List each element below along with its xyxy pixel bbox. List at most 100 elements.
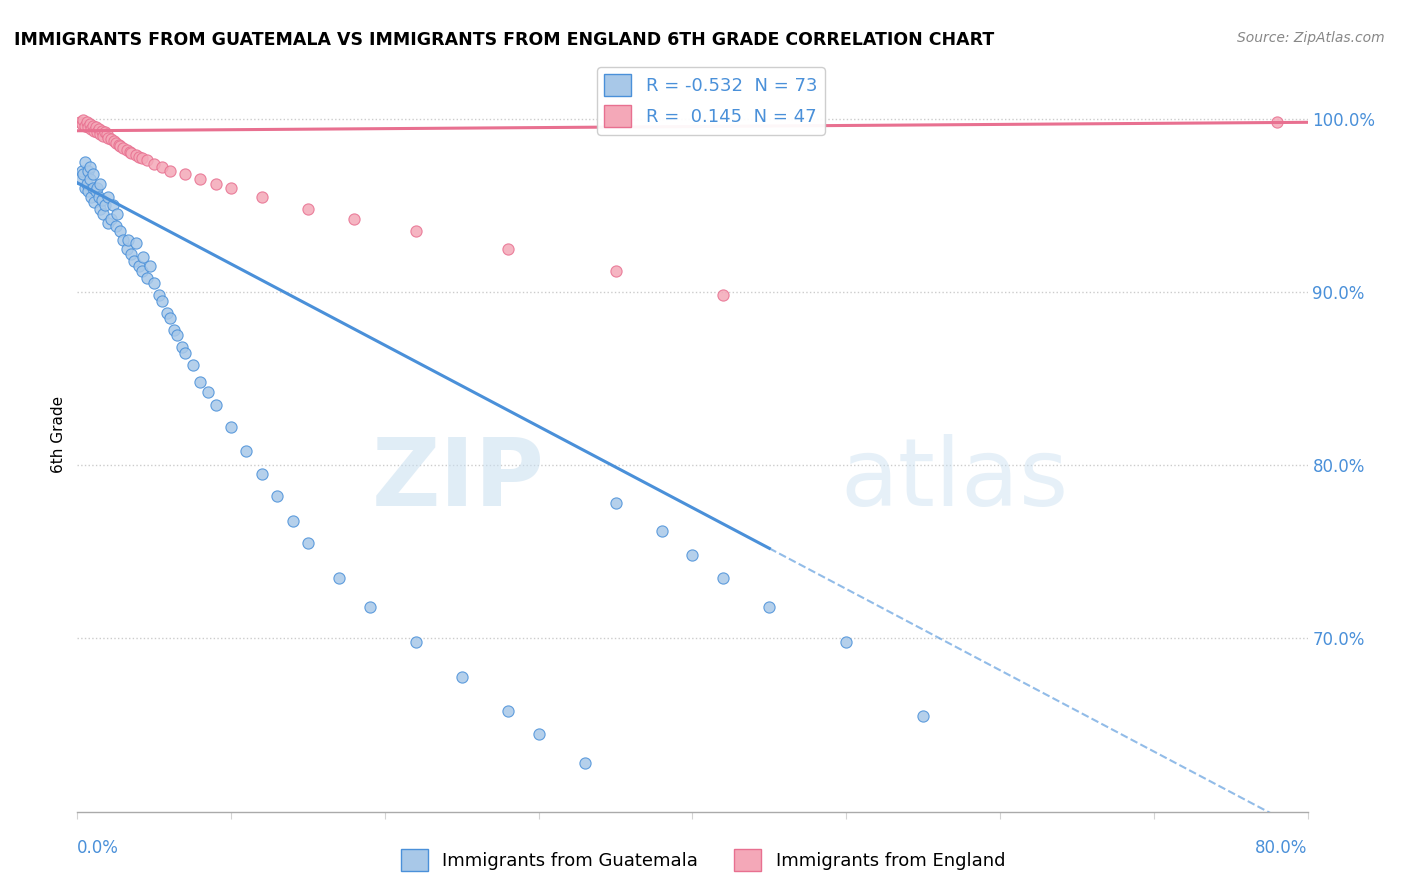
Point <box>188 375 212 389</box>
Point <box>84 120 107 135</box>
Point <box>69 115 91 129</box>
Point <box>128 259 150 273</box>
Point <box>297 536 319 550</box>
Point <box>83 194 105 209</box>
Point <box>651 524 673 538</box>
Text: 0.0%: 0.0% <box>77 839 120 857</box>
Legend: R = -0.532  N = 73, R =  0.145  N = 47: R = -0.532 N = 73, R = 0.145 N = 47 <box>598 67 825 135</box>
Point <box>72 113 94 128</box>
Point <box>250 467 273 481</box>
Point <box>97 189 120 203</box>
Point <box>758 600 780 615</box>
Point <box>80 189 103 203</box>
Point <box>711 571 734 585</box>
Point <box>86 181 108 195</box>
Text: atlas: atlas <box>841 434 1069 526</box>
Point <box>132 250 155 264</box>
Point <box>174 345 197 359</box>
Point <box>138 259 160 273</box>
Point <box>163 323 186 337</box>
Point <box>204 398 226 412</box>
Point <box>128 150 150 164</box>
Point <box>527 727 550 741</box>
Point <box>87 189 110 203</box>
Point <box>115 143 138 157</box>
Point <box>87 122 110 136</box>
Point <box>912 709 935 723</box>
Point <box>100 132 122 146</box>
Point <box>83 124 105 138</box>
Legend: Immigrants from Guatemala, Immigrants from England: Immigrants from Guatemala, Immigrants fr… <box>394 842 1012 879</box>
Point <box>343 212 366 227</box>
Point <box>281 514 304 528</box>
Point <box>188 172 212 186</box>
Point <box>496 242 519 256</box>
Point <box>1265 115 1288 129</box>
Point <box>110 139 132 153</box>
Point <box>711 288 734 302</box>
Text: Source: ZipAtlas.com: Source: ZipAtlas.com <box>1237 31 1385 45</box>
Point <box>79 172 101 186</box>
Point <box>605 264 627 278</box>
Point <box>112 141 135 155</box>
Point <box>174 167 197 181</box>
Point <box>204 178 226 192</box>
Point <box>170 340 193 354</box>
Point <box>496 704 519 718</box>
Point <box>605 496 627 510</box>
Point <box>181 358 204 372</box>
Point <box>73 119 96 133</box>
Point <box>117 233 139 247</box>
Point <box>96 127 118 141</box>
Point <box>89 127 111 141</box>
Point <box>197 385 219 400</box>
Point <box>359 600 381 615</box>
Point <box>150 293 173 308</box>
Text: 80.0%: 80.0% <box>1256 839 1308 857</box>
Point <box>93 128 115 143</box>
Point <box>73 155 96 169</box>
Point <box>89 178 111 192</box>
Point <box>90 193 114 207</box>
Point <box>110 224 132 238</box>
Point <box>101 198 124 212</box>
Point <box>148 288 170 302</box>
Point <box>115 242 138 256</box>
Point <box>104 136 127 150</box>
Point <box>69 172 91 186</box>
Point <box>135 271 157 285</box>
Point <box>120 146 142 161</box>
Point <box>70 117 93 131</box>
Point <box>82 119 104 133</box>
Point <box>159 310 181 325</box>
Point <box>835 635 858 649</box>
Point <box>72 167 94 181</box>
Point <box>76 115 98 129</box>
Point <box>135 153 157 168</box>
Point <box>450 669 472 683</box>
Point <box>125 148 148 162</box>
Point <box>219 420 242 434</box>
Point <box>235 444 257 458</box>
Point <box>77 120 100 135</box>
Point <box>112 233 135 247</box>
Point <box>84 185 107 199</box>
Point <box>250 189 273 203</box>
Point <box>82 167 104 181</box>
Point <box>104 219 127 233</box>
Y-axis label: 6th Grade: 6th Grade <box>51 396 66 474</box>
Point <box>103 134 125 148</box>
Point <box>79 117 101 131</box>
Point <box>405 224 427 238</box>
Point <box>70 163 93 178</box>
Point <box>94 198 117 212</box>
Point <box>328 571 350 585</box>
Point <box>89 202 111 216</box>
Point <box>105 207 128 221</box>
Point <box>80 122 103 136</box>
Point <box>166 328 188 343</box>
Point <box>77 185 100 199</box>
Point <box>118 145 141 159</box>
Point <box>76 178 98 192</box>
Point <box>682 549 704 563</box>
